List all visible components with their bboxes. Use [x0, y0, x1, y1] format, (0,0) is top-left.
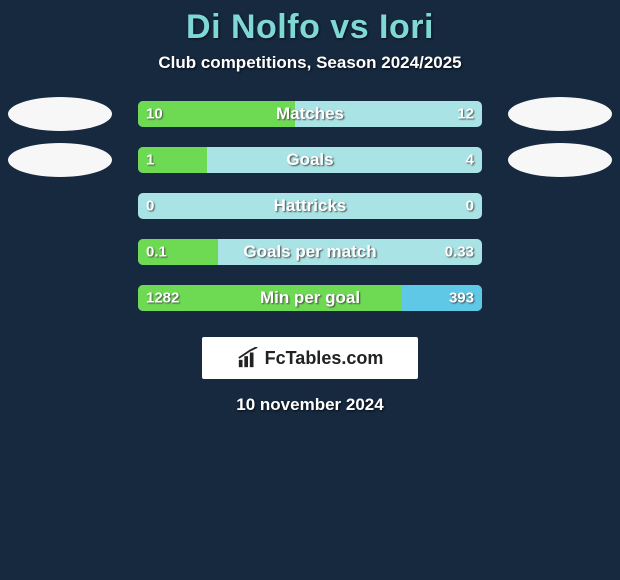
stats-container: 10 12 Matches 1 4 Goals 0 0 Hattricks 0.1 0.33 Goal… — [0, 101, 620, 311]
date-text: 10 november 2024 — [0, 395, 620, 415]
stat-right-value: 12 — [457, 106, 474, 123]
stat-left-value: 1 — [146, 152, 154, 169]
stat-right-value: 4 — [466, 152, 474, 169]
player-avatar-left — [8, 143, 112, 177]
player-avatar-right — [508, 97, 612, 131]
stat-row: 10 12 Matches — [0, 101, 620, 127]
page-title: Di Nolfo vs Iori — [0, 0, 620, 47]
stat-bar-track: 0 0 Hattricks — [138, 193, 482, 219]
stat-label: Min per goal — [260, 288, 360, 308]
stat-left-value: 0 — [146, 198, 154, 215]
stat-label: Goals — [286, 150, 333, 170]
player-avatar-left — [8, 97, 112, 131]
stat-bar-track: 1282 393 Min per goal — [138, 285, 482, 311]
stat-right-value: 0.33 — [445, 244, 474, 261]
stat-bar-track: 0.1 0.33 Goals per match — [138, 239, 482, 265]
bar-chart-icon — [237, 347, 259, 369]
stat-right-value: 0 — [466, 198, 474, 215]
stat-bar-track: 1 4 Goals — [138, 147, 482, 173]
stat-label: Matches — [276, 104, 344, 124]
player-avatar-right — [508, 143, 612, 177]
comparison-infographic: Di Nolfo vs Iori Club competitions, Seas… — [0, 0, 620, 580]
stat-right-value: 393 — [449, 290, 474, 307]
stat-left-value: 1282 — [146, 290, 179, 307]
stat-left-value: 0.1 — [146, 244, 167, 261]
stat-row: 0.1 0.33 Goals per match — [0, 239, 620, 265]
logo-text: FcTables.com — [265, 348, 384, 369]
stat-row: 0 0 Hattricks — [0, 193, 620, 219]
stat-bar-track: 10 12 Matches — [138, 101, 482, 127]
stat-row: 1 4 Goals — [0, 147, 620, 173]
source-logo: FcTables.com — [202, 337, 418, 379]
page-subtitle: Club competitions, Season 2024/2025 — [0, 53, 620, 73]
stat-row: 1282 393 Min per goal — [0, 285, 620, 311]
stat-left-value: 10 — [146, 106, 163, 123]
stat-label: Hattricks — [274, 196, 347, 216]
stat-label: Goals per match — [243, 242, 376, 262]
